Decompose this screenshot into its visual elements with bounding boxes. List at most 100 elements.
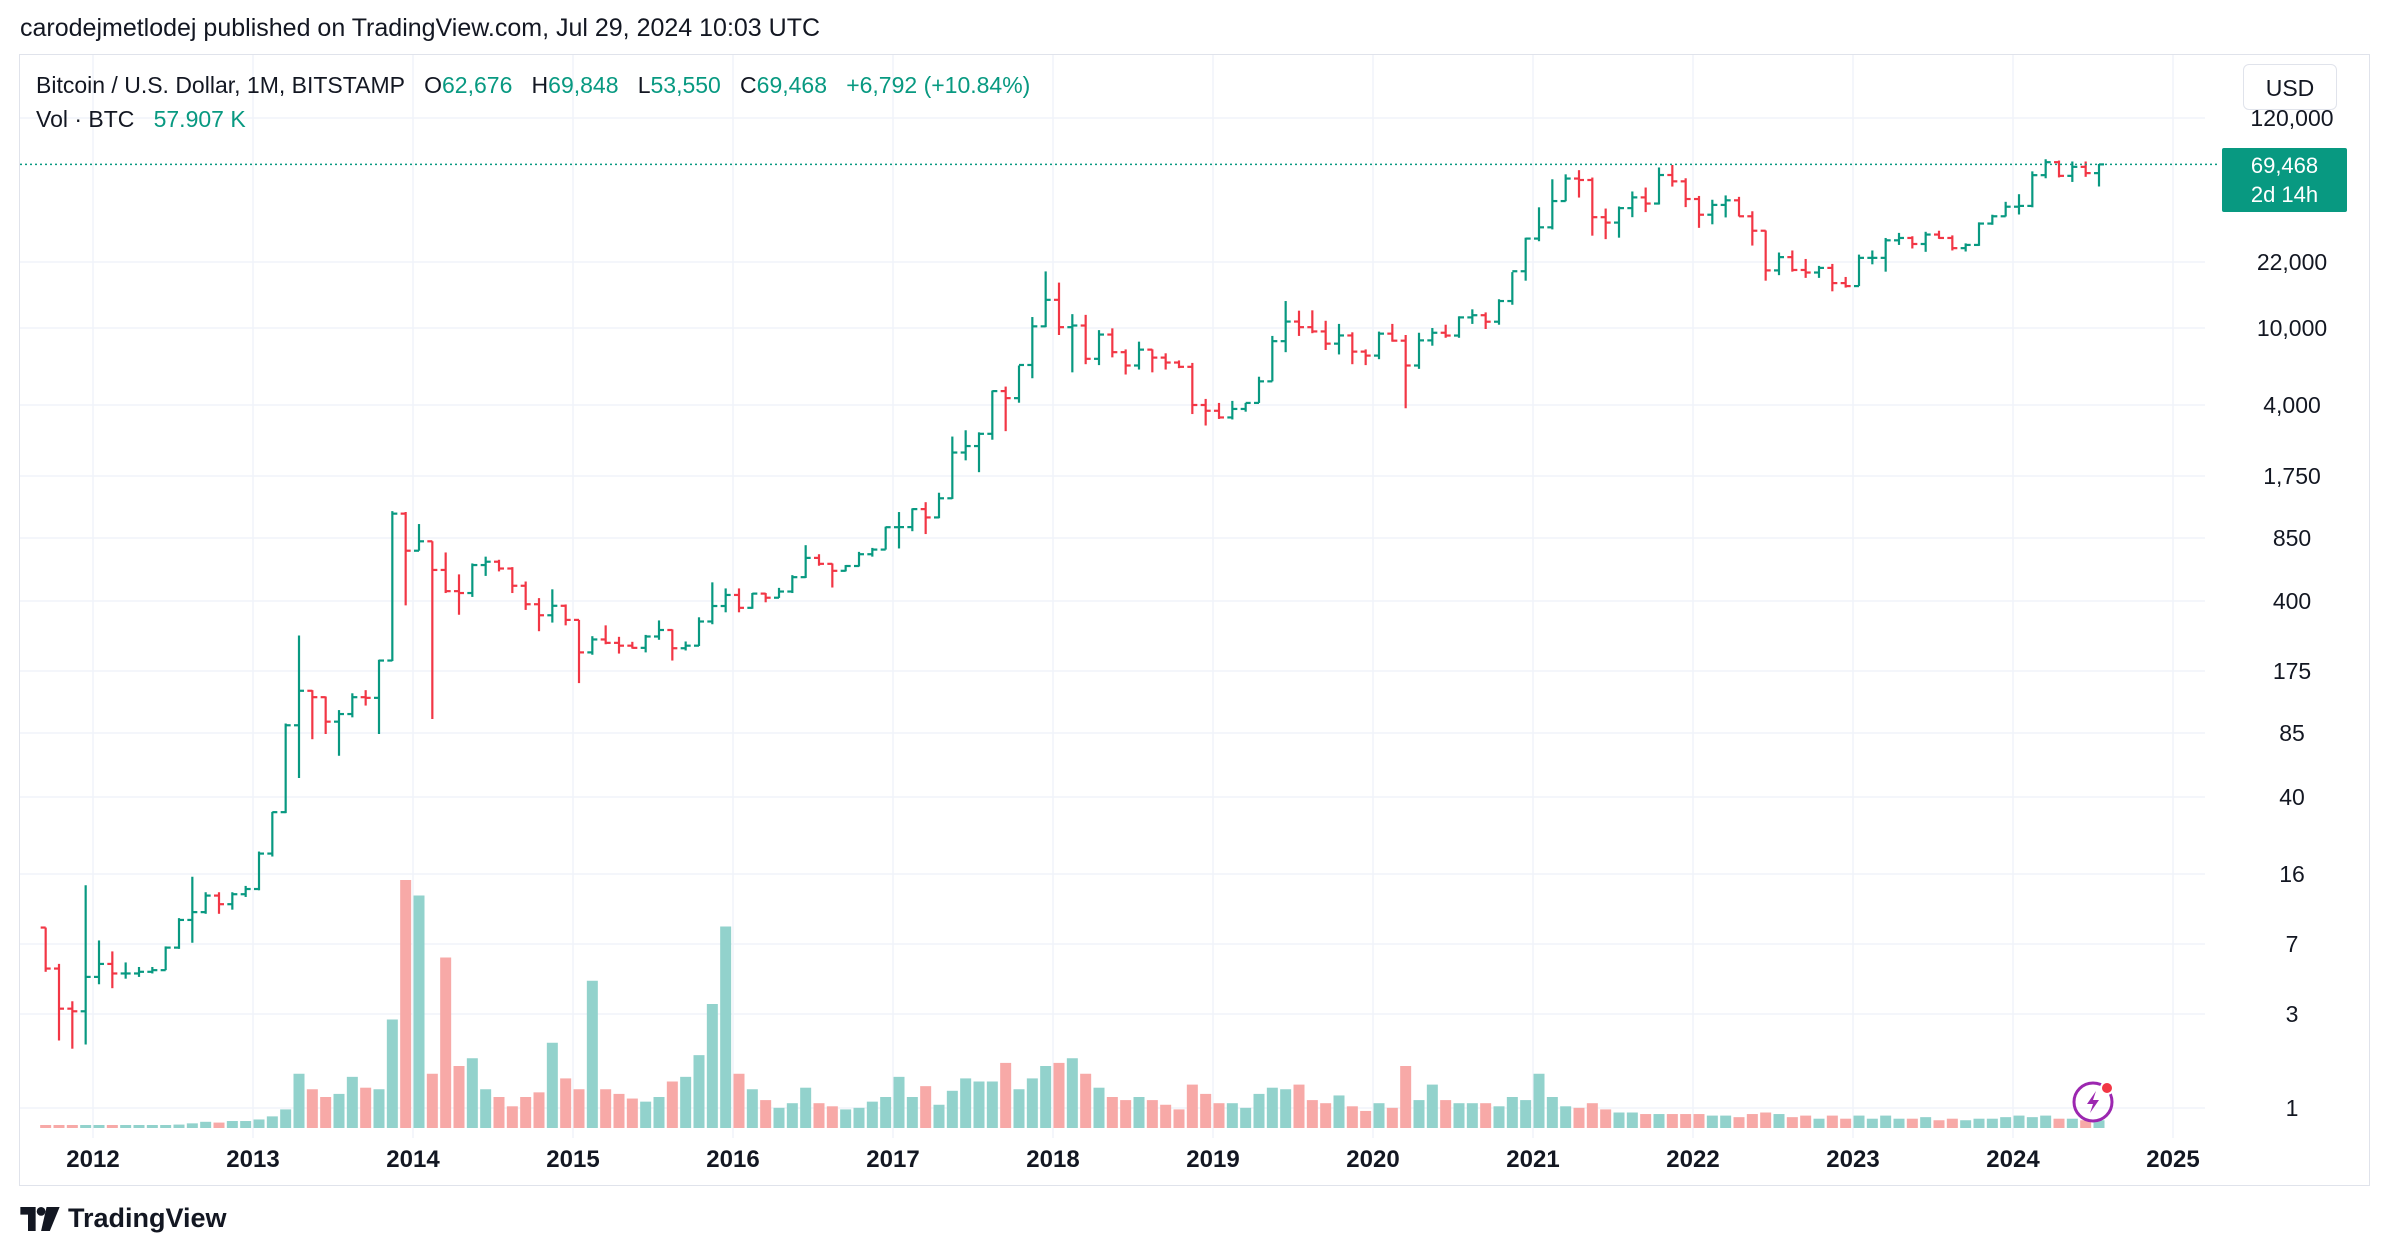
ohlc-bar[interactable] <box>960 430 971 461</box>
ohlc-bar[interactable] <box>680 641 691 651</box>
ohlc-bar[interactable] <box>1054 282 1064 336</box>
ohlc-bar[interactable] <box>760 592 771 603</box>
ohlc-bar[interactable] <box>587 636 598 655</box>
ohlc-bar[interactable] <box>1454 316 1464 338</box>
ohlc-bar[interactable] <box>694 617 704 647</box>
ohlc-bar[interactable] <box>294 635 304 779</box>
ohlc-bar[interactable] <box>1800 258 1811 278</box>
ohlc-bar[interactable] <box>1067 314 1078 373</box>
ohlc-bar[interactable] <box>1307 310 1318 334</box>
ohlc-bar[interactable] <box>1867 250 1878 265</box>
ohlc-bar[interactable] <box>840 564 851 572</box>
ohlc-bar[interactable] <box>1107 328 1118 358</box>
ohlc-bar[interactable] <box>627 641 638 649</box>
ohlc-bar[interactable] <box>1760 229 1771 281</box>
ohlc-bar[interactable] <box>94 940 104 985</box>
ohlc-bar[interactable] <box>1507 270 1518 305</box>
tradingview-brand[interactable]: TradingView <box>20 1203 227 1234</box>
ohlc-bar[interactable] <box>1587 177 1598 236</box>
ohlc-bar[interactable] <box>67 1001 78 1049</box>
ohlc-bar[interactable] <box>1720 195 1731 218</box>
ohlc-bar[interactable] <box>1680 178 1691 208</box>
ohlc-bar[interactable] <box>1920 231 1931 252</box>
ohlc-bar[interactable] <box>1987 214 1998 225</box>
ohlc-bar[interactable] <box>1894 232 1904 245</box>
ohlc-bar[interactable] <box>440 552 451 594</box>
ohlc-bar[interactable] <box>107 951 118 989</box>
volume-label[interactable]: Vol · BTC <box>36 106 135 132</box>
ohlc-bar[interactable] <box>2027 171 2038 208</box>
ohlc-bar[interactable] <box>147 966 158 974</box>
ohlc-bar[interactable] <box>1347 332 1358 365</box>
ohlc-bar[interactable] <box>507 567 518 594</box>
ohlc-bar[interactable] <box>1227 400 1238 420</box>
ohlc-bar[interactable] <box>827 562 838 588</box>
ohlc-bar[interactable] <box>1747 211 1758 246</box>
ohlc-bar[interactable] <box>454 574 464 615</box>
ohlc-bar[interactable] <box>1627 191 1638 218</box>
ohlc-bar[interactable] <box>1334 323 1344 355</box>
ohlc-bar[interactable] <box>1360 349 1371 366</box>
ohlc-bar[interactable] <box>707 582 718 625</box>
ohlc-bar[interactable] <box>1947 235 1958 251</box>
ohlc-bar[interactable] <box>2014 194 2024 215</box>
ohlc-bar[interactable] <box>214 892 224 914</box>
ohlc-bar[interactable] <box>1480 312 1491 330</box>
ohlc-bar[interactable] <box>1640 187 1651 213</box>
ohlc-bar[interactable] <box>1854 254 1864 288</box>
ohlc-bar[interactable] <box>1974 222 1984 247</box>
ohlc-bar[interactable] <box>1960 243 1971 252</box>
ohlc-bar[interactable] <box>1600 208 1611 240</box>
ohlc-bar[interactable] <box>614 636 624 654</box>
ohlc-bar[interactable] <box>1787 250 1798 272</box>
ohlc-bar[interactable] <box>1400 335 1411 409</box>
ohlc-bar[interactable] <box>1387 323 1398 342</box>
ohlc-bar[interactable] <box>360 690 371 706</box>
ohlc-bar[interactable] <box>1707 199 1718 225</box>
ohlc-bar[interactable] <box>2054 160 2064 178</box>
ohlc-bar[interactable] <box>534 598 544 632</box>
ohlc-bar[interactable] <box>1827 263 1838 292</box>
ohlc-bar[interactable] <box>374 659 384 735</box>
ohlc-bar[interactable] <box>2040 159 2051 179</box>
ohlc-bar[interactable] <box>174 918 184 949</box>
ohlc-bar[interactable] <box>1094 330 1104 366</box>
ohlc-bar[interactable] <box>280 723 291 814</box>
ohlc-bar[interactable] <box>414 524 424 552</box>
ohlc-bar[interactable] <box>1840 276 1851 288</box>
symbol-name[interactable]: Bitcoin / U.S. Dollar, 1M, BITSTAMP <box>36 72 405 98</box>
ohlc-bar[interactable] <box>1027 317 1038 379</box>
ohlc-bar[interactable] <box>134 966 144 977</box>
ohlc-bar[interactable] <box>347 693 358 718</box>
ohlc-bar[interactable] <box>1667 164 1678 187</box>
ohlc-bar[interactable] <box>987 389 998 440</box>
currency-button[interactable]: USD <box>2243 64 2337 110</box>
ohlc-bar[interactable] <box>1080 314 1091 365</box>
ohlc-bar[interactable] <box>1694 195 1704 228</box>
ohlc-bar[interactable] <box>560 604 571 626</box>
ohlc-bar[interactable] <box>520 581 531 610</box>
ohlc-bar[interactable] <box>774 587 784 599</box>
ohlc-bar[interactable] <box>1294 310 1304 336</box>
ohlc-bar[interactable] <box>1614 206 1624 238</box>
ohlc-bar[interactable] <box>254 851 264 891</box>
ohlc-bar[interactable] <box>574 618 584 684</box>
ohlc-bar[interactable] <box>1907 236 1918 249</box>
ohlc-bar[interactable] <box>734 588 744 613</box>
ohlc-bar[interactable] <box>800 545 811 579</box>
ohlc-bar[interactable] <box>80 885 91 1045</box>
ohlc-bar[interactable] <box>640 634 651 653</box>
ohlc-bar[interactable] <box>787 575 798 594</box>
ohlc-bar[interactable] <box>654 620 664 640</box>
ohlc-bar[interactable] <box>814 554 824 566</box>
ohlc-bar[interactable] <box>54 963 64 1041</box>
ohlc-bar[interactable] <box>1214 402 1224 419</box>
ohlc-bar[interactable] <box>1174 360 1184 369</box>
ohlc-bar[interactable] <box>200 892 211 914</box>
ohlc-bar[interactable] <box>1440 324 1451 338</box>
ohlc-bar[interactable] <box>1160 353 1171 370</box>
ohlc-bar[interactable] <box>1187 362 1198 415</box>
ohlc-bar[interactable] <box>947 436 958 500</box>
ohlc-bar[interactable] <box>1520 237 1531 281</box>
